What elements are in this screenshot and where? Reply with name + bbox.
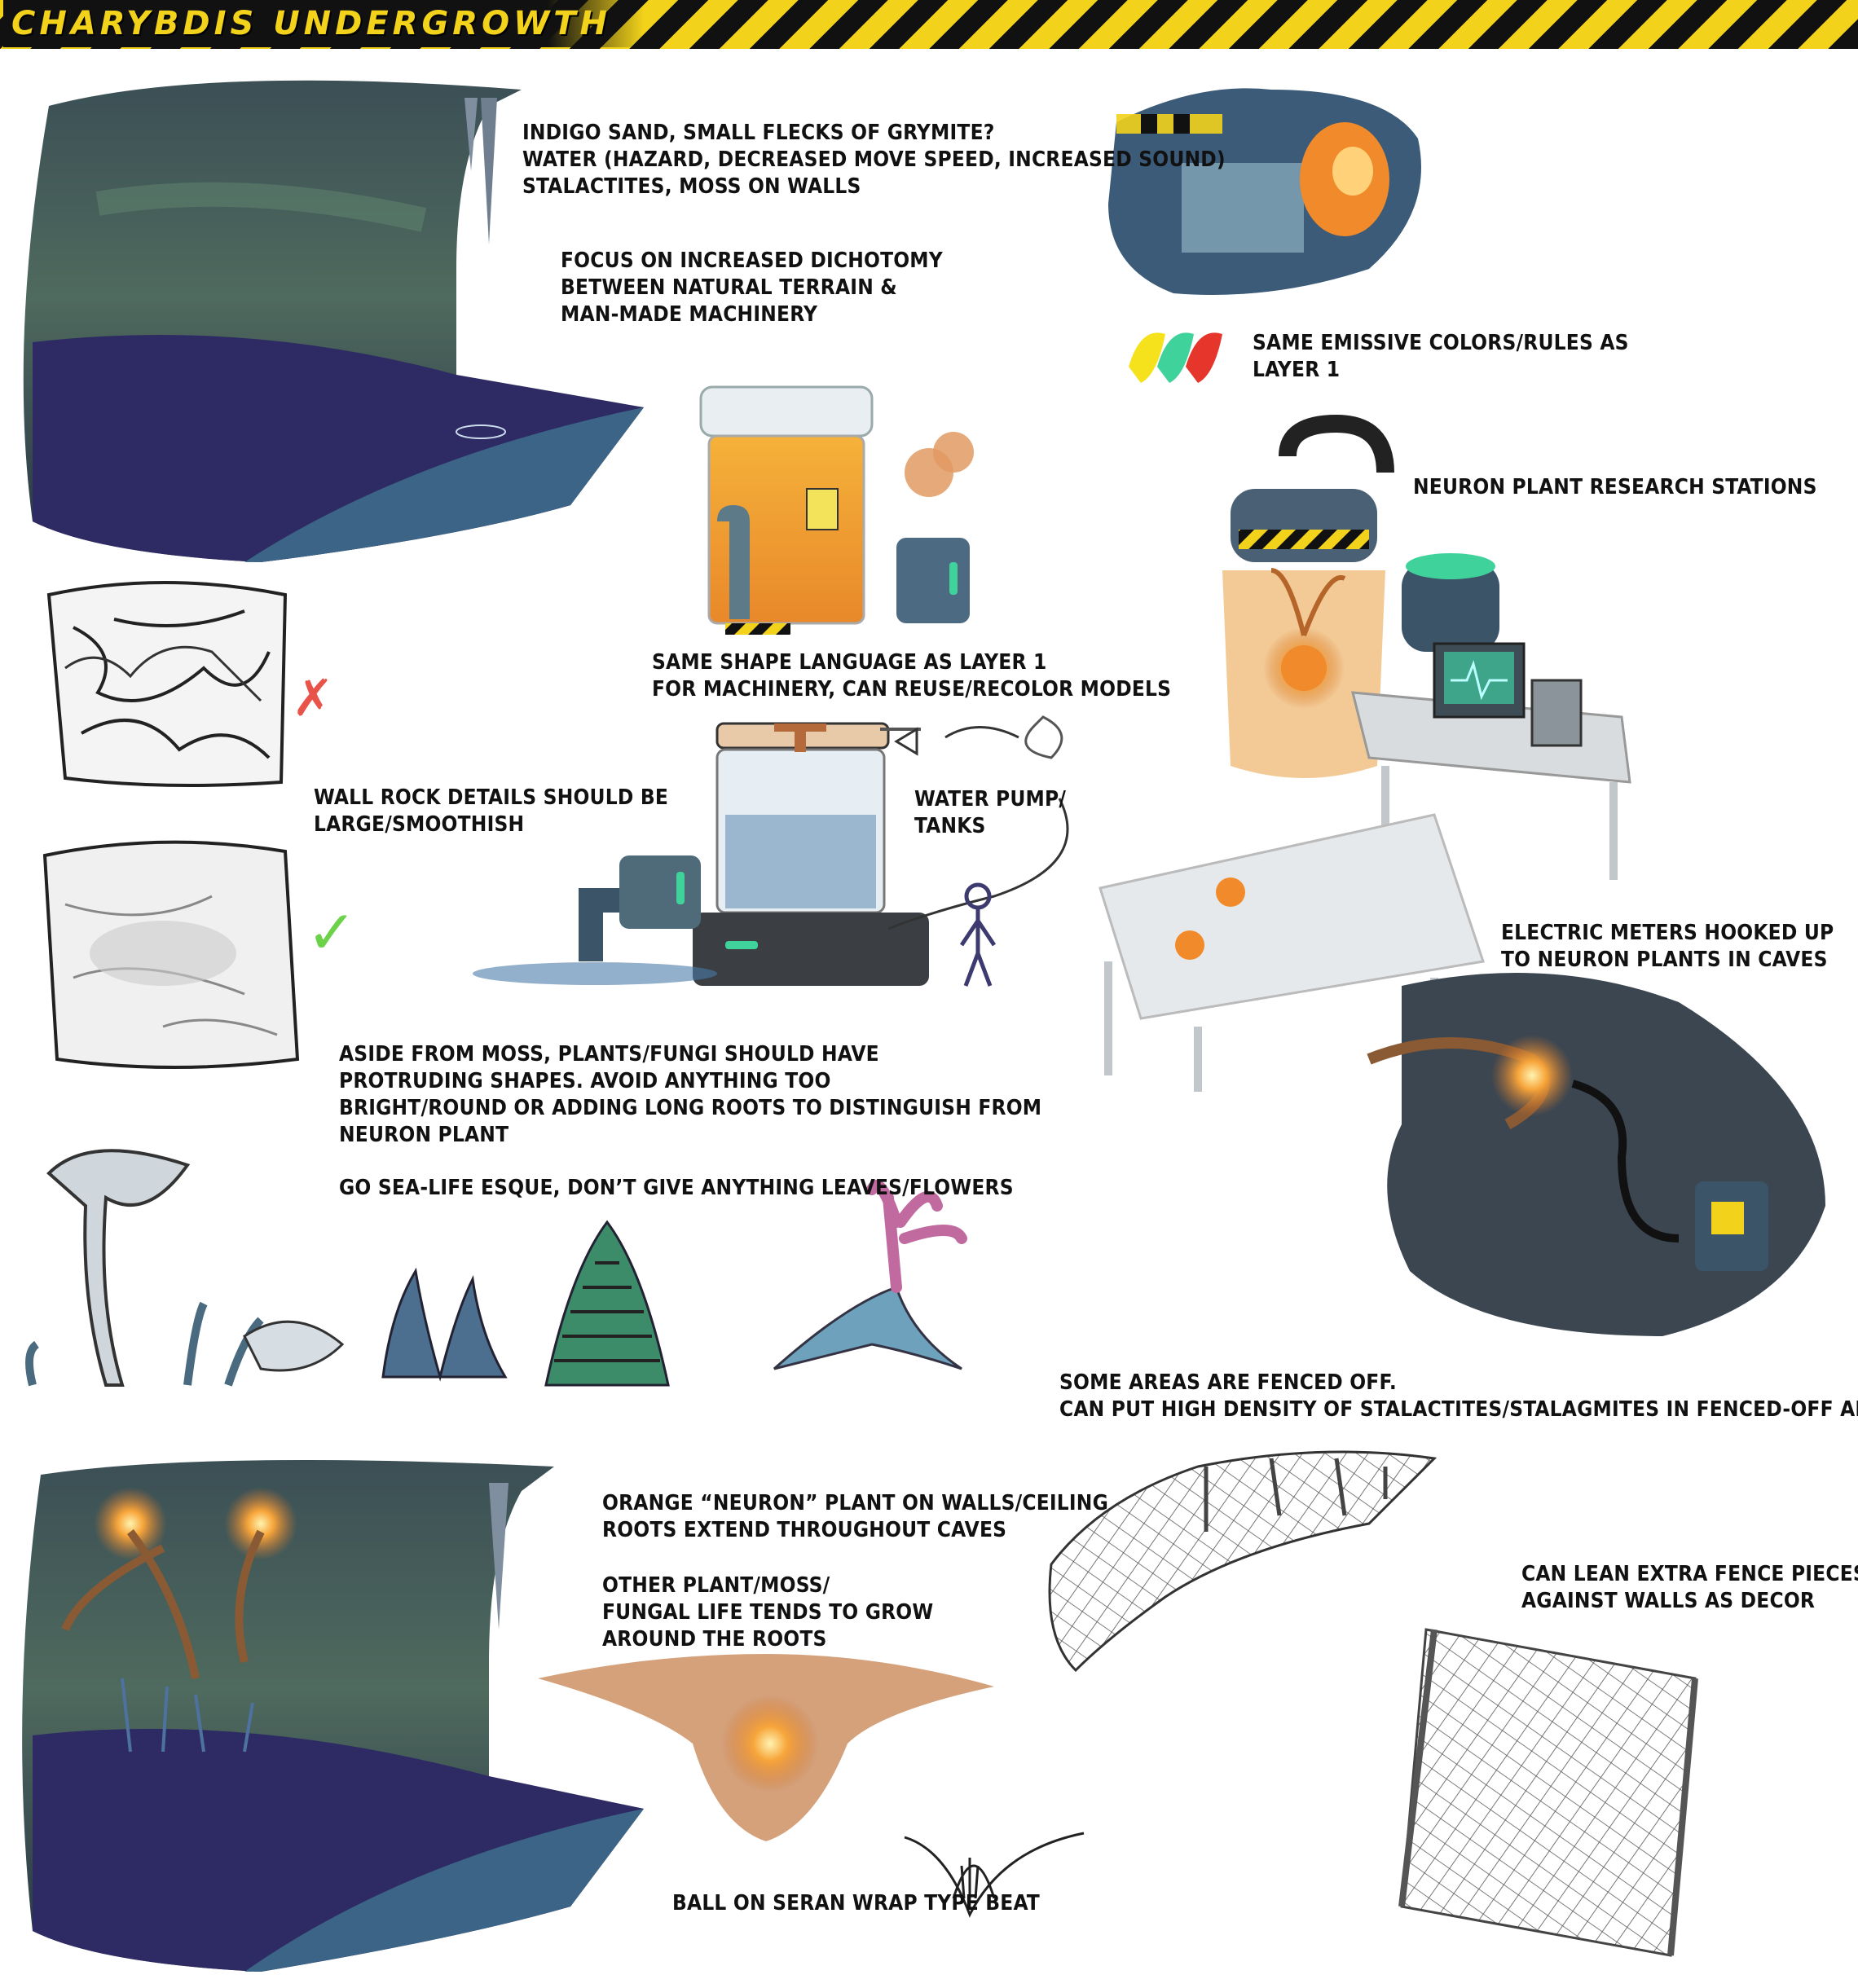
rock-detail-approved — [42, 840, 300, 1069]
cave-cross-section-top — [23, 80, 644, 562]
stalactite — [464, 98, 478, 171]
page-title: CHARYBDIS UNDERGROWTH — [3, 0, 644, 47]
reject-mark: ✗ — [292, 668, 334, 728]
fence-sketch-arch — [1048, 1450, 1438, 1673]
rock-detail-rejected — [46, 581, 288, 787]
electric-meter-neuron — [1367, 973, 1825, 1336]
research-station — [1099, 414, 1631, 1092]
color-study-swatch — [1108, 88, 1421, 295]
fence-lean-note: CAN LEAN EXTRA FENCE PIECES UP AGAINST W… — [1521, 1562, 1858, 1613]
machinery-jar — [699, 385, 974, 635]
water-ripple — [456, 424, 506, 439]
scale-figure — [959, 882, 997, 987]
fenced-note: SOME AREAS ARE FENCED OFF. CAN PUT HIGH … — [1059, 1370, 1858, 1422]
shape-language-note: SAME SHAPE LANGUAGE AS LAYER 1 FOR MACHI… — [652, 650, 1172, 702]
plants-note: ASIDE FROM MOSS, PLANTS/FUNGI SHOULD HAV… — [339, 1042, 1042, 1147]
hazard-stripe-banner: CHARYBDIS UNDERGROWTH — [0, 0, 1858, 49]
cave-cross-section-bottom — [22, 1460, 644, 1972]
focus-note: FOCUS ON INCREASED DICHOTOMY BETWEEN NAT… — [561, 248, 943, 327]
wall-rock-note: WALL ROCK DETAILS SHOULD BE LARGE/SMOOTH… — [314, 785, 669, 837]
cave-materials-note: INDIGO SAND, SMALL FLECKS OF GRYMITE? WA… — [522, 121, 1226, 199]
other-life-note: OTHER PLANT/MOSS/ FUNGAL LIFE TENDS TO G… — [602, 1573, 934, 1652]
sea-life-note: GO SEA-LIFE ESQUE, DON’T GIVE ANYTHING L… — [339, 1176, 1014, 1200]
neuron-plant — [538, 1654, 994, 1841]
seran-wrap-sketch — [904, 1832, 1085, 1918]
stalactite — [481, 98, 497, 244]
water-pump-note: WATER PUMP/ TANKS — [914, 787, 1067, 838]
sea-life-plants — [25, 1149, 967, 1387]
fence-sketch-lean — [1398, 1628, 1698, 1957]
seran-wrap-note: BALL ON SERAN WRAP TYPE BEAT — [672, 1891, 1040, 1915]
neuron-plant-note: ORANGE “NEURON” PLANT ON WALLS/CEILING R… — [602, 1491, 1108, 1542]
emissive-color-swatch — [1129, 332, 1222, 383]
research-stations-note: NEURON PLANT RESEARCH STATIONS — [1413, 475, 1817, 499]
approve-mark: ✓ — [306, 898, 358, 968]
stalactite — [489, 1483, 509, 1630]
electric-meters-note: ELECTRIC METERS HOOKED UP TO NEURON PLAN… — [1501, 921, 1834, 972]
water-pump-tank — [473, 715, 1069, 986]
emissive-note: SAME EMISSIVE COLORS/RULES AS LAYER 1 — [1253, 331, 1629, 382]
